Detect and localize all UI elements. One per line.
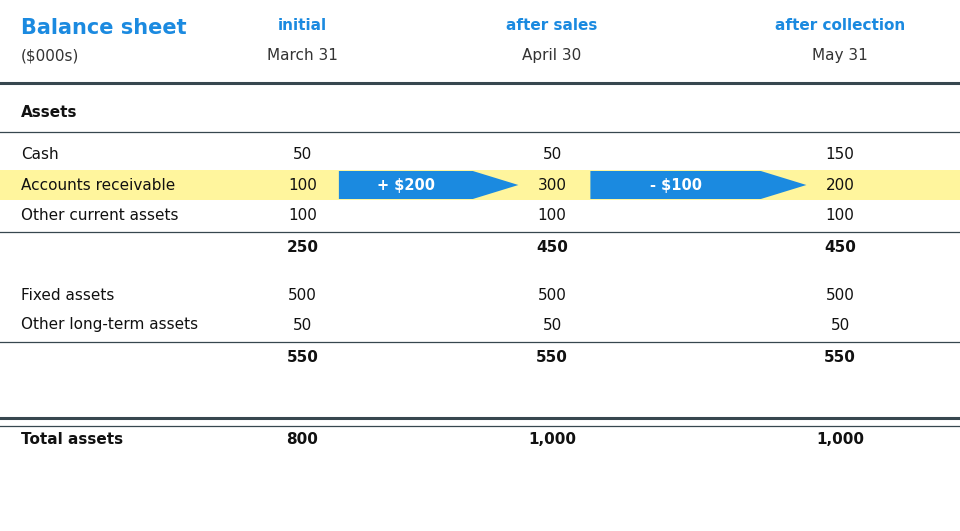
Polygon shape — [590, 171, 806, 199]
Text: after collection: after collection — [775, 18, 905, 33]
Text: 300: 300 — [538, 177, 566, 193]
Text: 500: 500 — [538, 287, 566, 303]
Text: Assets: Assets — [21, 105, 78, 120]
Text: April 30: April 30 — [522, 48, 582, 63]
Text: 100: 100 — [288, 177, 317, 193]
Text: March 31: March 31 — [267, 48, 338, 63]
Text: + $200: + $200 — [377, 177, 435, 193]
Text: 450: 450 — [824, 241, 856, 255]
Text: May 31: May 31 — [812, 48, 868, 63]
Text: 50: 50 — [293, 148, 312, 162]
Text: 50: 50 — [542, 318, 562, 332]
Polygon shape — [339, 171, 518, 199]
Text: after sales: after sales — [506, 18, 598, 33]
Text: 1,000: 1,000 — [528, 433, 576, 448]
Text: 1,000: 1,000 — [816, 433, 864, 448]
Text: 500: 500 — [288, 287, 317, 303]
Text: 100: 100 — [538, 208, 566, 222]
Text: 500: 500 — [826, 287, 854, 303]
Text: 800: 800 — [286, 433, 319, 448]
Text: 250: 250 — [286, 241, 319, 255]
Text: 50: 50 — [293, 318, 312, 332]
Text: Other long-term assets: Other long-term assets — [21, 318, 199, 332]
Text: 550: 550 — [536, 350, 568, 365]
FancyBboxPatch shape — [0, 170, 960, 200]
Text: Cash: Cash — [21, 148, 59, 162]
Text: 100: 100 — [826, 208, 854, 222]
Text: 50: 50 — [830, 318, 850, 332]
Text: 150: 150 — [826, 148, 854, 162]
Text: Other current assets: Other current assets — [21, 208, 179, 222]
Text: 550: 550 — [824, 350, 856, 365]
Text: Accounts receivable: Accounts receivable — [21, 177, 176, 193]
Text: 550: 550 — [286, 350, 319, 365]
Text: ($000s): ($000s) — [21, 48, 80, 63]
Text: initial: initial — [277, 18, 327, 33]
Text: 450: 450 — [536, 241, 568, 255]
Text: 100: 100 — [288, 208, 317, 222]
Text: 50: 50 — [542, 148, 562, 162]
Text: Total assets: Total assets — [21, 433, 123, 448]
Text: 200: 200 — [826, 177, 854, 193]
Text: - $100: - $100 — [650, 177, 702, 193]
Text: Fixed assets: Fixed assets — [21, 287, 114, 303]
Text: Balance sheet: Balance sheet — [21, 18, 187, 38]
